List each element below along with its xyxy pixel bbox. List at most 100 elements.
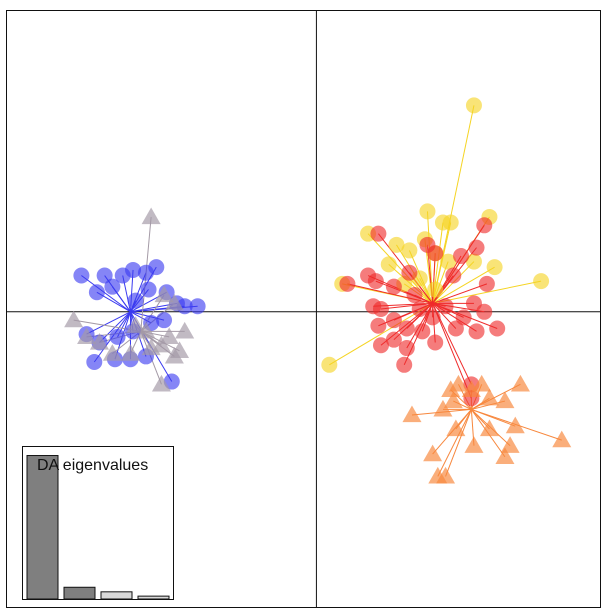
- circle-point: [73, 267, 90, 284]
- triangle-point: [495, 391, 515, 409]
- eigenvalue-bar: [26, 455, 59, 600]
- circle-point: [468, 323, 485, 340]
- triangle-point: [151, 374, 171, 392]
- centroid-link: [445, 409, 472, 477]
- triangle-point: [495, 447, 515, 464]
- triangle-point: [461, 380, 481, 398]
- circle-point: [339, 275, 356, 292]
- triangle-point: [77, 327, 97, 345]
- triangle-point: [428, 466, 448, 484]
- circle-point: [367, 273, 384, 290]
- eigenvalue-bar: [137, 595, 170, 600]
- triangle-point: [479, 388, 499, 406]
- triangle-point: [423, 444, 443, 462]
- circle-point: [380, 256, 397, 273]
- circle-point: [372, 337, 389, 354]
- triangle-point: [448, 374, 468, 392]
- circle-point: [127, 292, 144, 309]
- triangle-point: [472, 374, 492, 392]
- triangle-point: [126, 316, 146, 333]
- circle-point: [86, 354, 103, 371]
- data-points: [64, 97, 572, 484]
- triangle-point: [136, 321, 156, 339]
- triangle-point: [510, 374, 530, 392]
- centroid-link: [437, 409, 472, 477]
- circle-point: [427, 334, 444, 351]
- triangle-point: [164, 293, 184, 311]
- circle-point: [406, 287, 423, 304]
- triangle-point: [479, 419, 499, 437]
- circle-point: [321, 356, 338, 373]
- triangle-point: [505, 416, 525, 434]
- triangle-point: [89, 332, 109, 350]
- circle-point: [109, 328, 126, 345]
- triangle-point: [446, 419, 466, 437]
- circle-point: [486, 259, 503, 276]
- circle-point: [401, 264, 418, 281]
- circle-point: [476, 217, 493, 234]
- circle-point: [489, 320, 506, 337]
- triangle-point: [64, 310, 84, 328]
- circle-point: [104, 278, 121, 295]
- circle-point: [478, 275, 495, 292]
- centroid-link: [86, 311, 131, 335]
- eigenvalue-inset: DA eigenvalues: [22, 446, 174, 600]
- triangle-point: [552, 430, 572, 448]
- circle-point: [465, 253, 482, 270]
- centroid-link: [81, 275, 131, 313]
- circle-point: [385, 278, 402, 295]
- circle-point: [442, 214, 459, 231]
- triangle-point: [433, 399, 453, 417]
- circle-point: [398, 340, 415, 357]
- circle-point: [398, 320, 415, 337]
- circle-point: [189, 298, 206, 315]
- triangle-point: [151, 335, 171, 353]
- circle-point: [125, 261, 142, 278]
- triangle-point: [464, 436, 484, 453]
- circle-point: [370, 317, 387, 334]
- inset-title: DA eigenvalues: [37, 457, 148, 474]
- triangle-point: [159, 327, 179, 345]
- circle-point: [396, 356, 413, 373]
- eigenvalue-bar: [63, 586, 96, 600]
- triangle-point: [175, 321, 195, 339]
- circle-point: [385, 331, 402, 348]
- centroid-link: [367, 233, 433, 304]
- triangle-point: [141, 207, 161, 225]
- circle-point: [427, 281, 444, 298]
- centroid-link: [432, 280, 542, 304]
- circle-point: [468, 239, 485, 256]
- triangle-point: [120, 344, 140, 361]
- triangle-point: [402, 405, 422, 423]
- circle-point: [388, 236, 405, 253]
- circle-point: [533, 273, 550, 290]
- circle-point: [163, 373, 180, 390]
- circle-point: [411, 301, 428, 317]
- triangle-point: [102, 344, 122, 361]
- circle-point: [440, 253, 457, 270]
- centroid-link: [471, 383, 521, 410]
- circle-point: [476, 303, 493, 320]
- circle-point: [453, 247, 470, 264]
- circle-point: [370, 225, 387, 242]
- circle-point: [445, 267, 462, 284]
- circle-point: [419, 203, 436, 220]
- circle-point: [424, 309, 441, 326]
- origin-axes: [6, 10, 601, 608]
- circle-point: [156, 312, 173, 329]
- circle-point: [437, 298, 454, 315]
- circle-point: [414, 323, 431, 340]
- circle-point: [140, 281, 157, 298]
- circle-point: [455, 309, 472, 326]
- triangle-point: [170, 341, 190, 358]
- circle-point: [96, 267, 113, 284]
- circle-point: [447, 320, 464, 337]
- circle-point: [88, 284, 105, 301]
- triangle-point: [154, 285, 174, 303]
- circle-point: [427, 245, 444, 262]
- circle-point: [148, 259, 165, 276]
- eigenvalue-bar: [100, 591, 133, 600]
- circle-point: [385, 312, 402, 329]
- triangle-point: [443, 391, 463, 409]
